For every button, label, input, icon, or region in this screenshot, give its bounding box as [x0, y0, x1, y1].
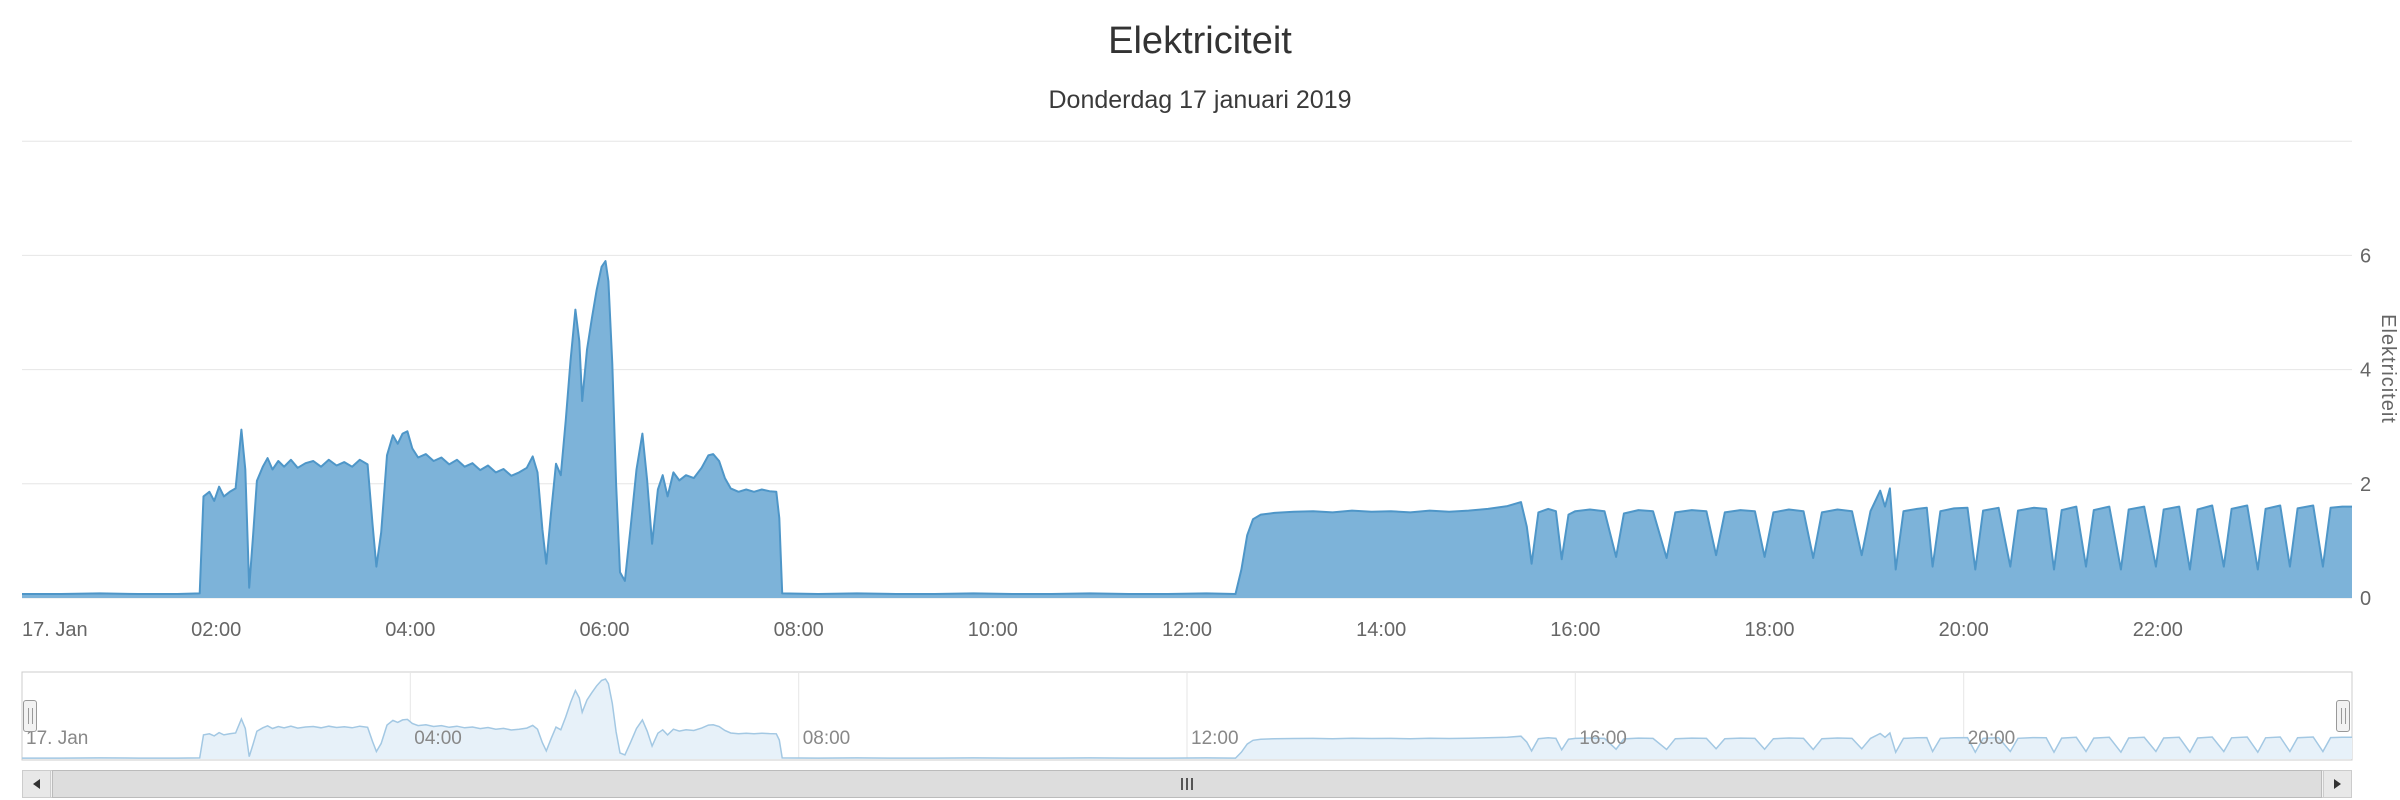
series-area[interactable] [22, 261, 2352, 598]
x-axis-label: 02:00 [191, 619, 241, 641]
x-axis-label: 10:00 [968, 619, 1018, 641]
navigator-line [22, 678, 2352, 759]
navigator-axis-label: 17. Jan [26, 728, 88, 749]
x-axis-label: 22:00 [2133, 619, 2183, 641]
navigator-axis-label: 08:00 [803, 728, 851, 749]
navigator-handle-left[interactable] [23, 700, 37, 732]
y-axis-label: 4 [2360, 360, 2371, 382]
x-axis-label: 20:00 [1939, 619, 1989, 641]
x-axis-label: 06:00 [579, 619, 629, 641]
y-axis-label: 2 [2360, 474, 2371, 496]
x-axis-label: 04:00 [385, 619, 435, 641]
y-axis-label: 6 [2360, 245, 2371, 267]
chart-title: Elektriciteit [1108, 20, 1292, 62]
y-axis-title: Elektriciteit [2377, 314, 2399, 424]
x-axis-label: 08:00 [774, 619, 824, 641]
scrollbar-right-button[interactable] [2323, 770, 2352, 798]
navigator-axis-label: 12:00 [1191, 728, 1239, 749]
scrollbar-left-button[interactable] [22, 770, 51, 798]
series-line [22, 260, 2352, 595]
x-axis-label: 18:00 [1744, 619, 1794, 641]
navigator-handle-right[interactable] [2336, 700, 2350, 732]
navigator-axis-label: 04:00 [414, 728, 462, 749]
x-axis-label: 17. Jan [22, 619, 88, 641]
navigator-axis-label: 16:00 [1579, 728, 1627, 749]
x-axis-label: 14:00 [1356, 619, 1406, 641]
navigator-axis-label: 20:00 [1968, 728, 2016, 749]
left-arrow-icon [33, 779, 40, 789]
scrollbar-thumb[interactable] [52, 770, 2322, 798]
scrollbar [22, 770, 2352, 798]
x-axis-label: 16:00 [1550, 619, 1600, 641]
x-axis-label: 12:00 [1162, 619, 1212, 641]
right-arrow-icon [2334, 779, 2341, 789]
scrollbar-grip-icon [1181, 778, 1193, 790]
chart-subtitle: Donderdag 17 januari 2019 [1048, 86, 1352, 114]
navigator-area[interactable] [22, 679, 2352, 759]
y-axis-label: 0 [2360, 588, 2371, 610]
